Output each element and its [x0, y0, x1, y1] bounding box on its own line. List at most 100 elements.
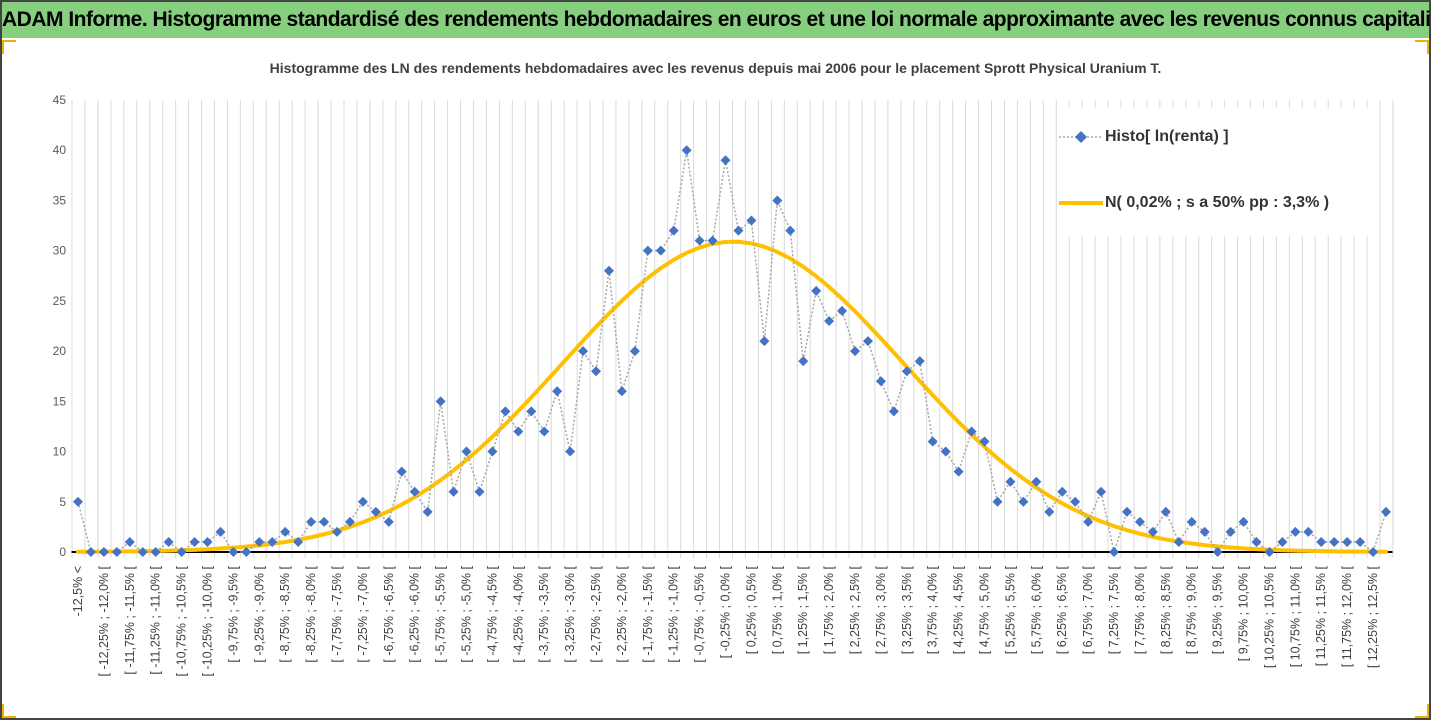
histo-point [1083, 516, 1094, 527]
y-tick-label: 5 [59, 495, 66, 509]
histo-point [280, 526, 291, 537]
x-tick-label: [ 7,75% ; 8,0% [ [1133, 565, 1147, 654]
histo-point [1199, 526, 1210, 537]
x-tick-label: [ -8,25% ; -8,0% [ [304, 565, 318, 662]
histo-point [603, 265, 614, 276]
histo-point [914, 356, 925, 367]
x-tick-label: [ -9,75% ; -9,5% [ [226, 565, 240, 662]
x-tick-label: [ 10,25% ; 10,5% [ [1262, 565, 1276, 668]
histo-point [1005, 476, 1016, 487]
histo-point [875, 376, 886, 387]
histo-point [526, 406, 537, 417]
histo-point [927, 436, 938, 447]
histo-point [1251, 536, 1262, 547]
histo-point [862, 336, 873, 347]
x-tick-label: [ -11,75% ; -11,5% [ [123, 565, 137, 674]
x-tick-label: [ 4,25% ; 4,5% [ [952, 565, 966, 654]
x-tick-label: [ -2,25% ; -2,0% [ [615, 565, 629, 662]
x-tick-label: [ 7,25% ; 7,5% [ [1107, 565, 1121, 654]
corner-mark-top-left [2, 40, 16, 54]
histo-point [992, 496, 1003, 507]
histo-point [1070, 496, 1081, 507]
histo-point [668, 225, 679, 236]
histo-point [1329, 536, 1340, 547]
histo-point [966, 426, 977, 437]
x-tick-label: [ -1,75% ; -1,5% [ [641, 565, 655, 662]
histo-point [189, 536, 200, 547]
histo-point [1173, 536, 1184, 547]
histo-point [578, 346, 589, 357]
chart-title: Histogramme des LN des rendements hebdom… [269, 60, 1162, 76]
x-tick-label: [ 3,75% ; 4,0% [ [926, 565, 940, 654]
x-tick-label: [ -4,25% ; -4,0% [ [511, 565, 525, 662]
histo-point [1109, 547, 1120, 557]
histo-point [655, 245, 666, 256]
x-tick-label: [ 11,25% ; 11,5% [ [1314, 565, 1328, 666]
histo-point [1290, 526, 1301, 537]
histo-point [798, 356, 809, 367]
x-tick-label: [ -5,25% ; -5,0% [ [460, 565, 474, 662]
y-tick-label: 35 [53, 193, 67, 207]
y-tick-label: 10 [53, 445, 67, 459]
histo-point [150, 547, 161, 557]
histo-point [1277, 536, 1288, 547]
histo-point [396, 466, 407, 477]
x-tick-label: [ -6,75% ; -6,5% [ [382, 565, 396, 662]
y-tick-label: 20 [53, 344, 67, 358]
legend-label-normal: N( 0,02% ; s a 50% pp : 3,3% ) [1105, 194, 1330, 211]
chart-legend: Histo[ ln(renta) ] N( 0,02% ; s a 50% pp… [1057, 108, 1375, 236]
histo-point [746, 215, 757, 226]
histo-point [448, 486, 459, 497]
x-tick-label: [ -6,25% ; -6,0% [ [408, 565, 422, 662]
histo-point [901, 366, 912, 377]
x-tick-label: [ 9,75% ; 10,0% [ [1237, 565, 1251, 661]
x-tick-label: [ -1,25% ; -1,0% [ [667, 565, 681, 662]
histo-point [85, 547, 96, 557]
histo-point [694, 235, 705, 246]
x-tick-label: [ 0,75% ; 1,0% [ [770, 565, 784, 654]
y-tick-label: 25 [53, 294, 67, 308]
histo-point [202, 536, 213, 547]
x-tick-label: [ 6,75% ; 7,0% [ [1081, 565, 1095, 654]
histo-point [332, 526, 343, 537]
x-tick-label: [ -9,25% ; -9,0% [ [252, 565, 266, 662]
x-tick-label: [ -8,75% ; -8,5% [ [278, 565, 292, 662]
x-tick-label: [ -10,25% ; -10,0% [ [201, 565, 215, 676]
histo-point [1303, 526, 1314, 537]
histo-point [811, 285, 822, 296]
x-tick-label: [ 1,25% ; 1,5% [ [796, 565, 810, 654]
histo-point [344, 516, 355, 527]
histo-point [953, 466, 964, 477]
corner-mark-bottom-right [1415, 704, 1429, 718]
histo-point [720, 155, 731, 166]
histo-point [513, 426, 524, 437]
x-tick-label: [ 1,75% ; 2,0% [ [822, 565, 836, 654]
x-tick-label: [ 11,75% ; 12,0% [ [1340, 565, 1354, 667]
x-tick-label: [ 2,75% ; 3,0% [ [874, 565, 888, 654]
histo-point [785, 225, 796, 236]
histo-point [383, 516, 394, 527]
histo-point [772, 195, 783, 206]
histo-point [591, 366, 602, 377]
histo-point [552, 386, 563, 397]
page-banner: ADAM Informe. Histogramme standardisé de… [2, 2, 1431, 38]
histo-point [1264, 547, 1275, 557]
x-tick-label: [ -3,25% ; -3,0% [ [563, 565, 577, 662]
x-tick-label: [ -11,25% ; -11,0% [ [149, 565, 163, 674]
histo-point [1316, 536, 1327, 547]
histo-point [1212, 547, 1223, 557]
histo-point [1355, 536, 1366, 547]
x-tick-label: [ -12,25% ; -12,0% [ [97, 565, 111, 676]
histo-point [979, 436, 990, 447]
x-tick-label: [ 4,75% ; 5,0% [ [978, 565, 992, 654]
histo-point [642, 245, 653, 256]
corner-mark-top-right [1415, 40, 1429, 54]
histo-point [435, 396, 446, 407]
y-tick-label: 40 [53, 143, 67, 157]
y-tick-label: 0 [59, 545, 66, 559]
x-tick-label: [ 9,25% ; 9,5% [ [1211, 565, 1225, 654]
x-tick-label: [ 8,75% ; 9,0% [ [1185, 565, 1199, 654]
x-tick-label: [ 3,25% ; 3,5% [ [900, 565, 914, 654]
x-tick-label: [ -0,75% ; -0,5% [ [693, 565, 707, 662]
histo-point [124, 536, 135, 547]
